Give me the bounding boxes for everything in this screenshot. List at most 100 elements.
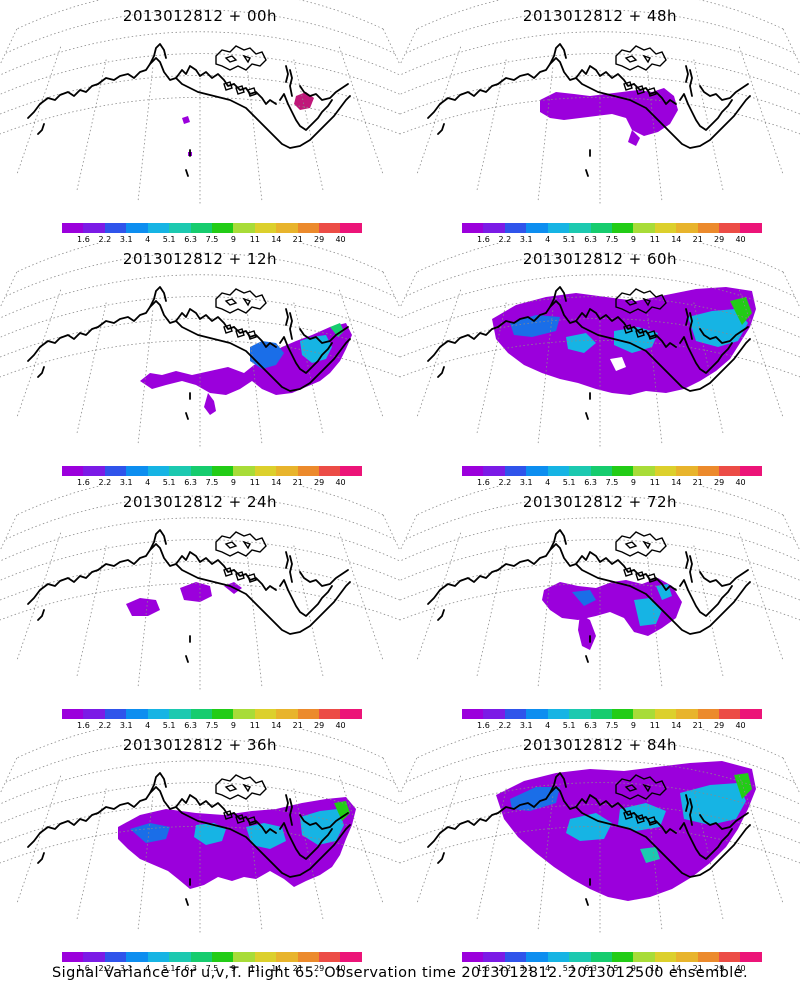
colorbar-labels: 1.6 2.2 3.1 4 5.1 6.3 7.5 9 11 14 21 29 40 — [462, 478, 762, 488]
colorbar-swatch — [526, 709, 548, 719]
colorbar-tick-label: 2.2 — [98, 964, 112, 973]
colorbar-swatch — [83, 952, 105, 962]
meridian-line — [537, 67, 554, 202]
colorbar-tick-label: 11 — [249, 721, 260, 730]
colorbar — [62, 952, 362, 962]
signal-variance-region — [640, 847, 660, 863]
forecast-panel: 2013012812 + 36h 1.6 2.2 3.1 4 5.1 6.3 7.5 9 11 14… — [0, 729, 400, 979]
colorbar-swatch — [319, 952, 341, 962]
arctic-island — [215, 774, 267, 800]
arctic-island — [623, 810, 633, 820]
colorbar-tick-label: 11 — [249, 478, 260, 487]
forecast-panel: 2013012812 + 24h 1.6 2.2 3.1 4 5.1 6.3 7.5 9 11 14… — [0, 486, 400, 736]
colorbar-swatch — [697, 952, 720, 962]
coastline — [437, 123, 445, 135]
coastline — [685, 65, 689, 83]
latitude-line — [0, 339, 400, 378]
colorbar-swatch — [483, 223, 505, 233]
colorbar-tick-label: 7.5 — [205, 721, 219, 730]
latitude-line — [400, 539, 800, 581]
colorbar-tick-label: 7.5 — [605, 235, 619, 244]
colorbar-tick-label: 4 — [545, 478, 551, 487]
arctic-island — [635, 85, 645, 95]
latitude-line — [5, 9, 395, 54]
colorbar-swatch — [83, 709, 105, 719]
colorbar-tick-label: 5.1 — [562, 964, 576, 973]
colorbar-swatch — [233, 223, 255, 233]
arctic-island — [224, 298, 238, 306]
colorbar-tick-label: 5.1 — [162, 721, 176, 730]
colorbar-tick-label: 4 — [145, 478, 151, 487]
colorbar-swatch — [590, 952, 612, 962]
colorbar-tick-label: 29 — [314, 721, 325, 730]
colorbar-tick-label: 3.1 — [519, 478, 533, 487]
coastline — [689, 555, 693, 583]
arctic-island — [242, 297, 251, 307]
colorbar-tick-label: 6.3 — [584, 478, 597, 487]
latitude-line — [5, 252, 395, 297]
colorbar-swatch — [740, 223, 762, 233]
colorbar-tick-label: 5.1 — [562, 235, 576, 244]
meridian-line — [416, 775, 462, 904]
colorbar-swatch — [276, 223, 298, 233]
colorbar-swatch — [569, 223, 591, 233]
colorbar-tick-label: 3.1 — [519, 964, 533, 973]
meridian-line — [738, 775, 784, 904]
meridian-line — [693, 788, 724, 921]
colorbar-swatch — [104, 223, 127, 233]
colorbar-tick-label: 14 — [271, 235, 282, 244]
colorbar-tick-label: 1.6 — [77, 478, 90, 487]
forecast-panel: 2013012812 + 72h 1.6 2.2 3.1 4 5.1 6.3 7.5 9 11 14… — [400, 486, 800, 736]
latitude-line — [405, 9, 795, 54]
colorbar-swatch — [147, 223, 170, 233]
colorbar-tick-label: 9 — [630, 721, 636, 730]
colorbar-swatch — [169, 466, 191, 476]
arctic-island — [223, 810, 233, 820]
coastline — [37, 609, 45, 621]
polar-map — [400, 729, 800, 934]
colorbar-swatch — [254, 223, 277, 233]
colorbar-tick-label: 7.5 — [605, 721, 619, 730]
colorbar-tick-label: 6.3 — [184, 478, 197, 487]
colorbar-swatch — [611, 223, 634, 233]
latitude-line — [400, 53, 800, 95]
meridian-line — [338, 775, 384, 904]
colorbar-swatch — [254, 952, 277, 962]
latitude-line — [0, 825, 400, 864]
colorbar-swatch — [83, 223, 105, 233]
latitude-line — [400, 825, 800, 864]
latitude-line — [0, 296, 400, 338]
signal-variance-region — [330, 323, 344, 337]
meridian-line — [382, 28, 400, 66]
colorbar-tick-label: 21 — [292, 964, 303, 973]
signal-variance-region — [734, 773, 752, 799]
forecast-panel: 2013012812 + 00h 1.6 2.2 3.1 4 5.1 6.3 7.5 9 11 14… — [0, 0, 400, 250]
signal-variance-region — [540, 88, 678, 136]
polar-map — [0, 243, 400, 448]
colorbar-tick-label: 14 — [671, 235, 682, 244]
coastline — [427, 812, 499, 848]
coastline — [679, 336, 733, 374]
colorbar-tick-label: 40 — [735, 721, 746, 730]
coastline — [685, 551, 689, 569]
coastline — [149, 529, 167, 551]
signal-variance-region — [194, 823, 226, 845]
colorbar-tick-label: 1.6 — [477, 235, 490, 244]
colorbar-swatch — [297, 952, 320, 962]
colorbar-tick-label: 3.1 — [119, 721, 133, 730]
meridian-line — [338, 289, 384, 418]
colorbar — [462, 466, 762, 476]
coastline — [685, 308, 689, 326]
colorbar-swatch — [276, 709, 298, 719]
colorbar-tick-label: 4 — [145, 721, 151, 730]
coastline — [289, 798, 293, 826]
colorbar-tick-label: 2.2 — [498, 964, 512, 973]
coastline — [699, 569, 749, 587]
meridian-line — [246, 553, 263, 688]
meridian-line — [693, 59, 724, 192]
colorbar-tick-label: 3.1 — [519, 721, 533, 730]
colorbar-swatch — [590, 466, 612, 476]
colorbar-swatch — [676, 709, 698, 719]
colorbar-tick-label: 5.1 — [162, 964, 176, 973]
colorbar-swatch — [547, 466, 570, 476]
